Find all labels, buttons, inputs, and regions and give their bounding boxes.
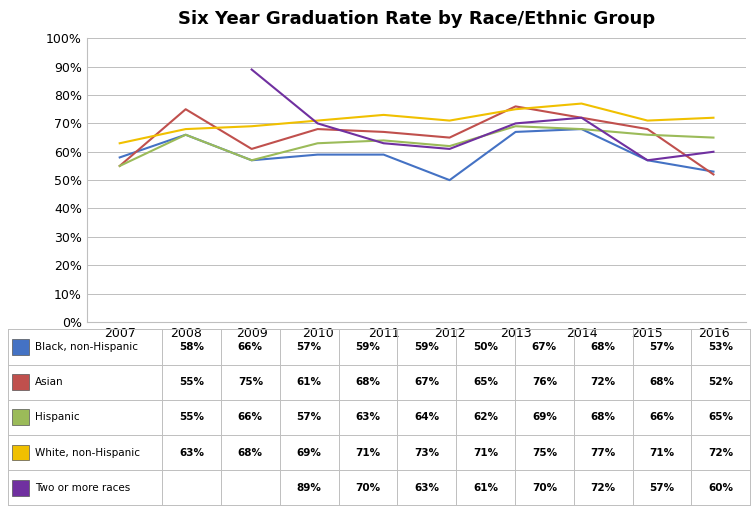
Text: 68%: 68% bbox=[355, 377, 381, 387]
Text: 52%: 52% bbox=[708, 377, 734, 387]
Title: Six Year Graduation Rate by Race/Ethnic Group: Six Year Graduation Rate by Race/Ethnic … bbox=[178, 10, 655, 29]
Bar bbox=[12, 339, 29, 355]
Text: White, non-Hispanic: White, non-Hispanic bbox=[35, 448, 139, 457]
Text: 62%: 62% bbox=[473, 412, 498, 423]
Text: 61%: 61% bbox=[296, 377, 322, 387]
Text: 58%: 58% bbox=[179, 342, 204, 352]
Text: Hispanic: Hispanic bbox=[35, 412, 79, 423]
Text: 66%: 66% bbox=[238, 412, 263, 423]
Text: 57%: 57% bbox=[649, 342, 675, 352]
Text: Asian: Asian bbox=[35, 377, 63, 387]
Text: 68%: 68% bbox=[238, 448, 263, 457]
Text: 69%: 69% bbox=[532, 412, 556, 423]
Text: 75%: 75% bbox=[532, 448, 557, 457]
Text: 64%: 64% bbox=[414, 412, 440, 423]
Bar bbox=[12, 445, 29, 460]
Bar bbox=[12, 375, 29, 390]
Text: 76%: 76% bbox=[532, 377, 557, 387]
Text: 57%: 57% bbox=[296, 342, 322, 352]
Text: 71%: 71% bbox=[649, 448, 675, 457]
Text: 61%: 61% bbox=[473, 483, 498, 493]
Text: 63%: 63% bbox=[414, 483, 440, 493]
Text: 59%: 59% bbox=[356, 342, 380, 352]
Text: 59%: 59% bbox=[415, 342, 439, 352]
Text: Two or more races: Two or more races bbox=[35, 483, 130, 493]
Text: 71%: 71% bbox=[473, 448, 498, 457]
Text: 73%: 73% bbox=[414, 448, 440, 457]
Text: 89%: 89% bbox=[297, 483, 321, 493]
Text: 65%: 65% bbox=[708, 412, 734, 423]
Text: 57%: 57% bbox=[296, 412, 322, 423]
Text: 67%: 67% bbox=[414, 377, 440, 387]
Bar bbox=[12, 409, 29, 425]
Text: 72%: 72% bbox=[590, 377, 616, 387]
Text: 60%: 60% bbox=[708, 483, 734, 493]
Text: 55%: 55% bbox=[179, 412, 204, 423]
Text: 68%: 68% bbox=[590, 412, 616, 423]
Text: 71%: 71% bbox=[355, 448, 381, 457]
Text: 77%: 77% bbox=[590, 448, 616, 457]
Text: 69%: 69% bbox=[297, 448, 321, 457]
Text: 70%: 70% bbox=[355, 483, 381, 493]
Text: 68%: 68% bbox=[590, 342, 616, 352]
Text: 75%: 75% bbox=[238, 377, 263, 387]
Bar bbox=[12, 480, 29, 496]
Text: 66%: 66% bbox=[238, 342, 263, 352]
Text: 72%: 72% bbox=[590, 483, 616, 493]
Text: 57%: 57% bbox=[649, 483, 675, 493]
Text: 63%: 63% bbox=[179, 448, 204, 457]
Text: 67%: 67% bbox=[532, 342, 557, 352]
Text: 72%: 72% bbox=[708, 448, 734, 457]
Text: Black, non-Hispanic: Black, non-Hispanic bbox=[35, 342, 138, 352]
Text: 55%: 55% bbox=[179, 377, 204, 387]
Text: 68%: 68% bbox=[649, 377, 675, 387]
Text: 63%: 63% bbox=[355, 412, 381, 423]
Text: 66%: 66% bbox=[649, 412, 675, 423]
Text: 53%: 53% bbox=[708, 342, 734, 352]
Text: 65%: 65% bbox=[473, 377, 498, 387]
Text: 70%: 70% bbox=[532, 483, 557, 493]
Text: 50%: 50% bbox=[473, 342, 498, 352]
